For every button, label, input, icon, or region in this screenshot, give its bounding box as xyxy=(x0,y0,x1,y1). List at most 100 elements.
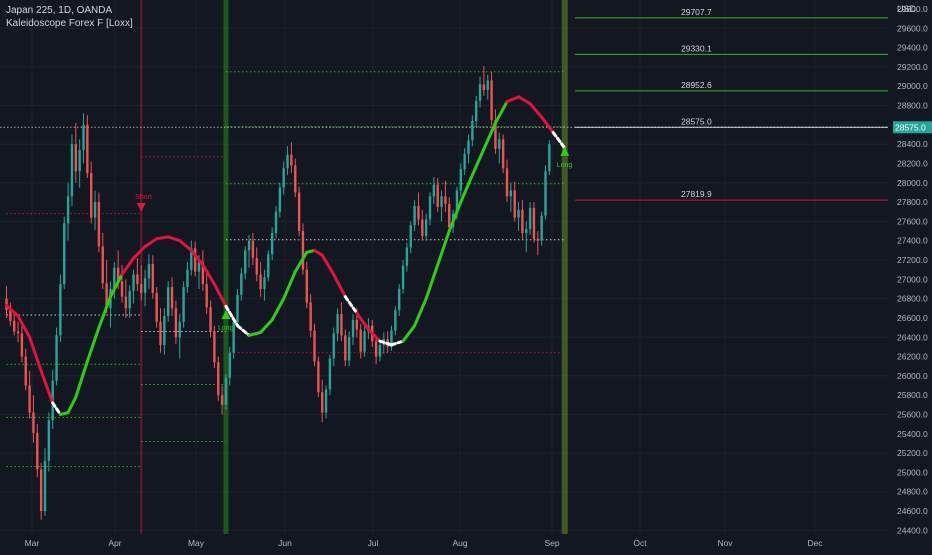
candle-up xyxy=(197,261,201,272)
candle-down xyxy=(159,321,162,345)
currency-label: USD xyxy=(897,4,917,14)
candle-up xyxy=(178,321,181,338)
candle-up xyxy=(471,120,474,141)
candle-up xyxy=(424,219,428,236)
candle-down xyxy=(536,238,539,241)
long-signal-arrow xyxy=(221,310,231,320)
candle-up xyxy=(478,84,482,101)
kaleidoscope-segment-bear xyxy=(355,311,370,332)
x-tick-label: Jul xyxy=(368,538,379,548)
candle-up xyxy=(394,310,397,331)
candle-down xyxy=(359,329,362,352)
kaleidoscope-segment-bull xyxy=(108,273,124,299)
signal-band xyxy=(223,0,229,534)
kaleidoscope-segment-bull xyxy=(247,330,263,337)
candle-down xyxy=(170,287,174,309)
kaleidoscope-segment-bull xyxy=(293,250,309,274)
candle-down xyxy=(355,319,359,330)
candle-down xyxy=(213,331,216,363)
candle-down xyxy=(482,84,486,91)
candle-up xyxy=(113,267,116,289)
candle-up xyxy=(324,389,328,413)
short-signal-arrow xyxy=(136,202,146,212)
candle-down xyxy=(140,284,143,293)
kaleidoscope-segment-bear xyxy=(178,239,193,252)
kaleidoscope-segment-neutral xyxy=(51,401,62,416)
candle-down xyxy=(74,144,77,172)
y-tick-label: 24600.0 xyxy=(897,506,928,516)
x-tick-label: Sep xyxy=(544,538,559,548)
candle-down xyxy=(13,320,16,332)
candle-up xyxy=(498,139,501,149)
kaleidoscope-segment-bear xyxy=(528,102,544,119)
candle-down xyxy=(16,331,20,334)
kaleidoscope-segment-bear xyxy=(540,115,555,135)
candle-down xyxy=(36,432,39,470)
candle-up xyxy=(59,284,62,336)
candle-down xyxy=(9,310,12,321)
candle-up xyxy=(475,100,478,121)
kaleidoscope-segment-bear xyxy=(189,248,205,267)
candle-up xyxy=(267,254,270,278)
candle-up xyxy=(93,202,97,218)
candle-up xyxy=(405,247,409,266)
y-tick-label: 25800.0 xyxy=(897,390,928,400)
y-tick-label: 25000.0 xyxy=(897,467,928,477)
kaleidoscope-segment-bull xyxy=(66,395,78,415)
y-tick-label: 29800.0 xyxy=(897,4,928,14)
candle-down xyxy=(309,302,312,331)
candle-down xyxy=(24,356,27,386)
candle-up xyxy=(147,263,151,279)
candle-down xyxy=(317,361,320,393)
candle-up xyxy=(398,288,401,311)
kaleidoscope-segment-bear xyxy=(320,253,336,276)
candle-up xyxy=(525,229,528,233)
x-tick-label: Apr xyxy=(108,538,121,548)
candle-down xyxy=(201,261,205,285)
x-tick-label: Nov xyxy=(717,538,733,548)
candle-down xyxy=(136,274,139,285)
candle-up xyxy=(282,168,285,188)
kaleidoscope-segment-bull xyxy=(436,229,451,267)
candle-up xyxy=(332,333,335,359)
candle-down xyxy=(105,283,108,309)
long-signal-label: Long xyxy=(218,325,234,332)
y-tick-label: 25600.0 xyxy=(897,409,928,419)
short-signal-label: Short xyxy=(135,194,152,201)
candle-down xyxy=(532,207,536,239)
candle-up xyxy=(244,250,247,274)
candle-up xyxy=(548,144,551,172)
candle-down xyxy=(305,269,308,303)
candle-up xyxy=(390,330,393,347)
candle-down xyxy=(421,219,424,236)
y-tick-label: 29400.0 xyxy=(897,43,928,53)
candle-up xyxy=(347,337,351,361)
candle-down xyxy=(301,231,305,270)
kaleidoscope-segment-bear xyxy=(517,95,532,106)
candle-up xyxy=(43,460,47,512)
kaleidoscope-segment-bear xyxy=(332,273,347,299)
candle-down xyxy=(151,263,154,293)
candle-down xyxy=(86,124,89,174)
kaleidoscope-segment-bull xyxy=(74,359,89,399)
candle-up xyxy=(467,140,470,154)
kaleidoscope-segment-bear xyxy=(166,235,182,243)
y-tick-label: 26000.0 xyxy=(897,371,928,381)
candle-down xyxy=(101,246,104,284)
y-tick-label: 27200.0 xyxy=(897,255,928,265)
y-tick-label: 24800.0 xyxy=(897,487,928,497)
kaleidoscope-segment-bull xyxy=(401,324,417,343)
candle-up xyxy=(486,80,489,91)
kaleidoscope-segment-neutral xyxy=(390,339,405,347)
candle-up xyxy=(336,314,339,334)
candle-up xyxy=(517,209,520,218)
x-tick-label: Dec xyxy=(807,538,823,548)
candle-up xyxy=(132,274,135,291)
candle-up xyxy=(240,273,243,295)
candle-down xyxy=(505,168,509,197)
kaleidoscope-segment-bear xyxy=(16,314,32,339)
candle-up xyxy=(351,319,355,338)
candle-up xyxy=(286,154,289,169)
